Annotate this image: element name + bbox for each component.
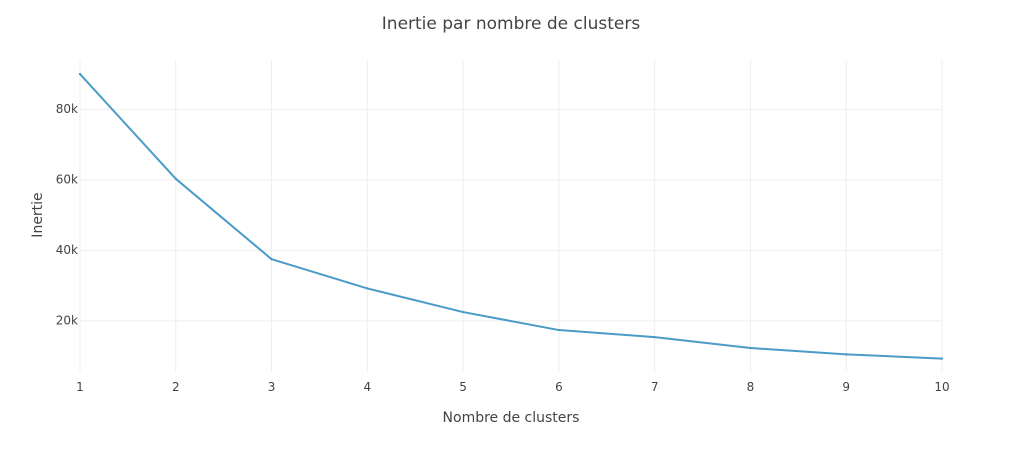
chart-title: Inertie par nombre de clusters (382, 14, 641, 34)
grid-layer (79, 60, 943, 372)
x-axis-title: Nombre de clusters (443, 410, 580, 426)
x-tick-label: 5 (459, 380, 467, 394)
data-point (174, 177, 177, 181)
y-axis-title: Inertie (30, 192, 46, 237)
x-tick-label: 7 (651, 380, 659, 394)
x-tick-label: 8 (747, 380, 755, 394)
y-tick-label: 80k (56, 102, 78, 116)
x-tick-label: 4 (364, 380, 372, 394)
y-tick-label: 60k (56, 172, 78, 186)
data-point (845, 353, 848, 356)
data-point (270, 257, 273, 261)
y-tick-label: 40k (56, 243, 78, 257)
data-point (366, 287, 369, 290)
y-tick-label: 20k (56, 313, 78, 327)
data-point (653, 335, 656, 339)
series-layer (78, 72, 944, 360)
series-line (79, 73, 943, 360)
data-point (940, 357, 944, 360)
x-tick-label: 3 (268, 380, 276, 394)
x-tick-label: 2 (172, 380, 180, 394)
x-tick-label: 10 (934, 380, 949, 394)
x-tick-label: 6 (555, 380, 563, 394)
x-tick-label: 9 (842, 380, 850, 394)
data-point (557, 328, 561, 332)
data-point (749, 346, 752, 350)
x-tick-label: 1 (76, 380, 84, 394)
tick-layer: 1 2 3 4 5 6 7 8 9 10 20k 40k 60k 80k (56, 102, 950, 394)
data-point (461, 310, 465, 314)
data-point (78, 72, 82, 76)
